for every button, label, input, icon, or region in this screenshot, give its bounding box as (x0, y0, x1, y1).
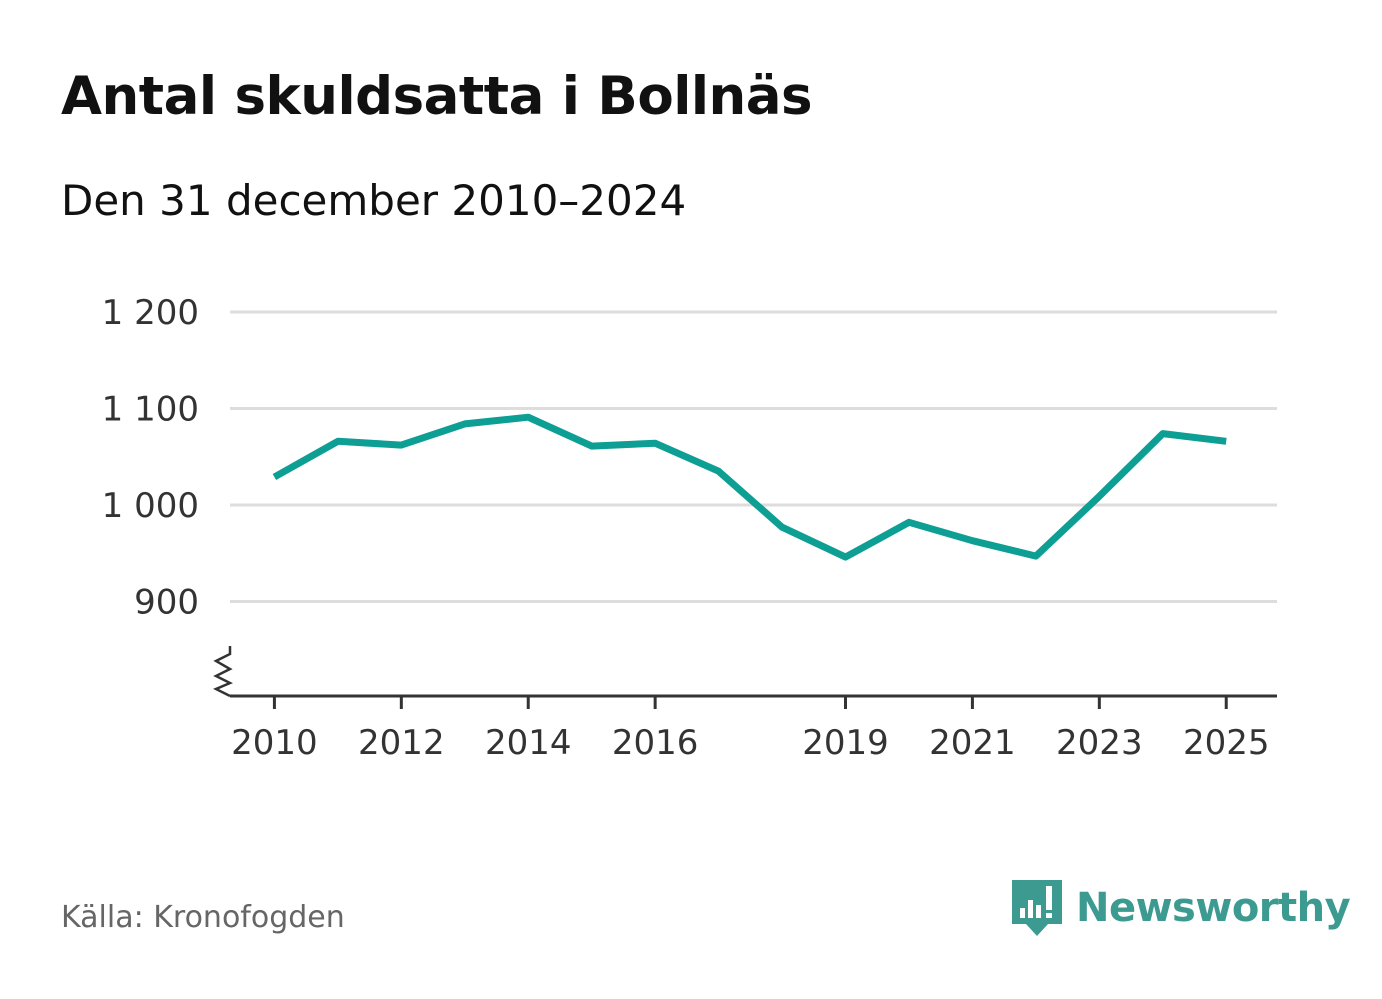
x-tick-label-2012: 2012 (358, 723, 445, 763)
newsworthy-logo-icon (1012, 880, 1062, 936)
y-axis-break-marker (213, 646, 233, 698)
x-tick-label-2016: 2016 (612, 723, 699, 763)
chart-subtitle: Den 31 december 2010–2024 (61, 176, 687, 225)
x-tick-label-2023: 2023 (1056, 723, 1143, 763)
series-line-0 (272, 413, 1227, 561)
y-tick-label-900: 900 (134, 582, 199, 622)
y-tick-label-1200: 1 200 (102, 293, 199, 333)
source-note: Källa: Kronofogden (61, 900, 345, 935)
x-axis (213, 646, 1277, 709)
x-tick-label-2025: 2025 (1183, 723, 1270, 763)
x-tick-label-2010: 2010 (231, 723, 318, 763)
y-tick-label-1100: 1 100 (102, 389, 199, 429)
series-layer (272, 413, 1227, 561)
y-axis-labels: 900 1 000 1 100 1 200 (102, 293, 199, 622)
chart-title: Antal skuldsatta i Bollnäs (61, 66, 813, 127)
gridlines (230, 310, 1277, 603)
x-tick-label-2014: 2014 (485, 723, 572, 763)
x-tick-label-2021: 2021 (929, 723, 1016, 763)
brand-name: Newsworthy (1076, 885, 1351, 931)
x-axis-labels: 2010 2012 2014 2016 2019 2021 2023 2025 (231, 723, 1269, 763)
newsworthy-logo: Newsworthy (1012, 878, 1351, 938)
y-tick-label-1000: 1 000 (102, 486, 199, 526)
x-tick-label-2019: 2019 (802, 723, 889, 763)
